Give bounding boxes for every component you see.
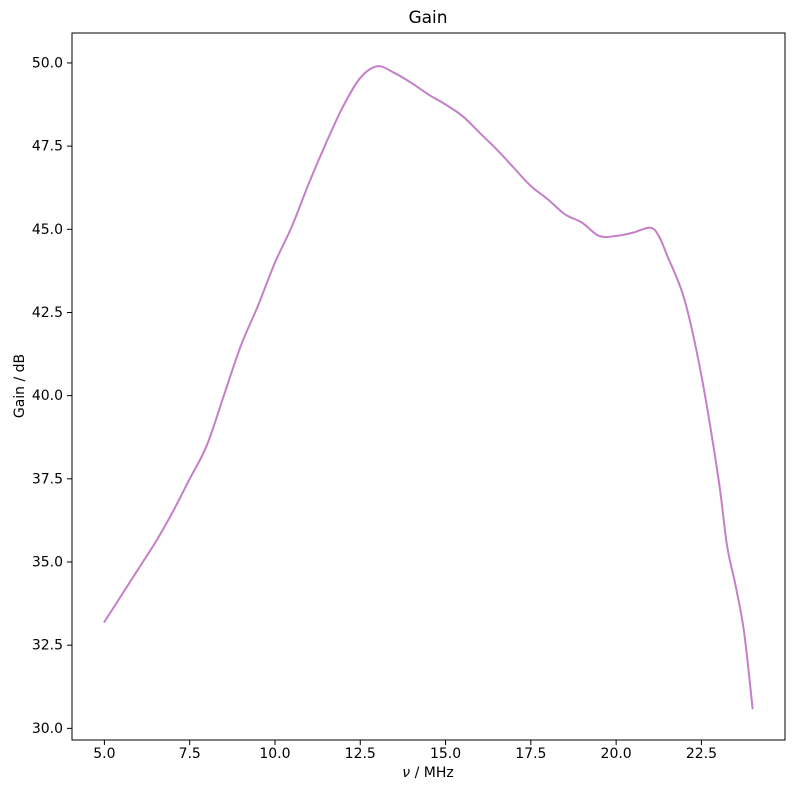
x-tick-label: 22.5 xyxy=(686,746,717,762)
x-axis-ticks: 5.0 7.5 10.0 12.5 15.0 17.5 20.0 22.5 xyxy=(93,740,717,762)
x-tick-label: 15.0 xyxy=(430,746,461,762)
x-tick-label: 10.0 xyxy=(259,746,290,762)
x-tick-label: 5.0 xyxy=(93,746,115,762)
x-axis-label-symbol: ν xyxy=(402,765,410,781)
x-axis-label: ν / MHz xyxy=(402,765,453,781)
y-tick-label: 32.5 xyxy=(32,638,63,654)
y-tick-label: 45.0 xyxy=(32,222,63,238)
y-axis-label: Gain / dB xyxy=(12,354,28,418)
y-tick-label: 30.0 xyxy=(32,721,63,737)
y-axis-ticks: 30.0 32.5 35.0 37.5 40.0 42.5 45.0 47.5 50.0 xyxy=(32,55,72,737)
y-tick-label: 47.5 xyxy=(32,139,63,155)
chart-title: Gain xyxy=(408,8,447,28)
x-tick-label: 20.0 xyxy=(601,746,632,762)
x-tick-label: 17.5 xyxy=(515,746,546,762)
x-tick-label: 7.5 xyxy=(179,746,201,762)
x-tick-label: 12.5 xyxy=(345,746,376,762)
y-tick-label: 40.0 xyxy=(32,388,63,404)
y-tick-label: 35.0 xyxy=(32,555,63,571)
x-axis-label-unit: / MHz xyxy=(410,765,454,781)
y-tick-label: 42.5 xyxy=(32,305,63,321)
plot-frame xyxy=(71,32,786,741)
gain-curve xyxy=(103,65,754,710)
y-tick-label: 50.0 xyxy=(32,55,63,71)
y-tick-label: 37.5 xyxy=(32,471,63,487)
